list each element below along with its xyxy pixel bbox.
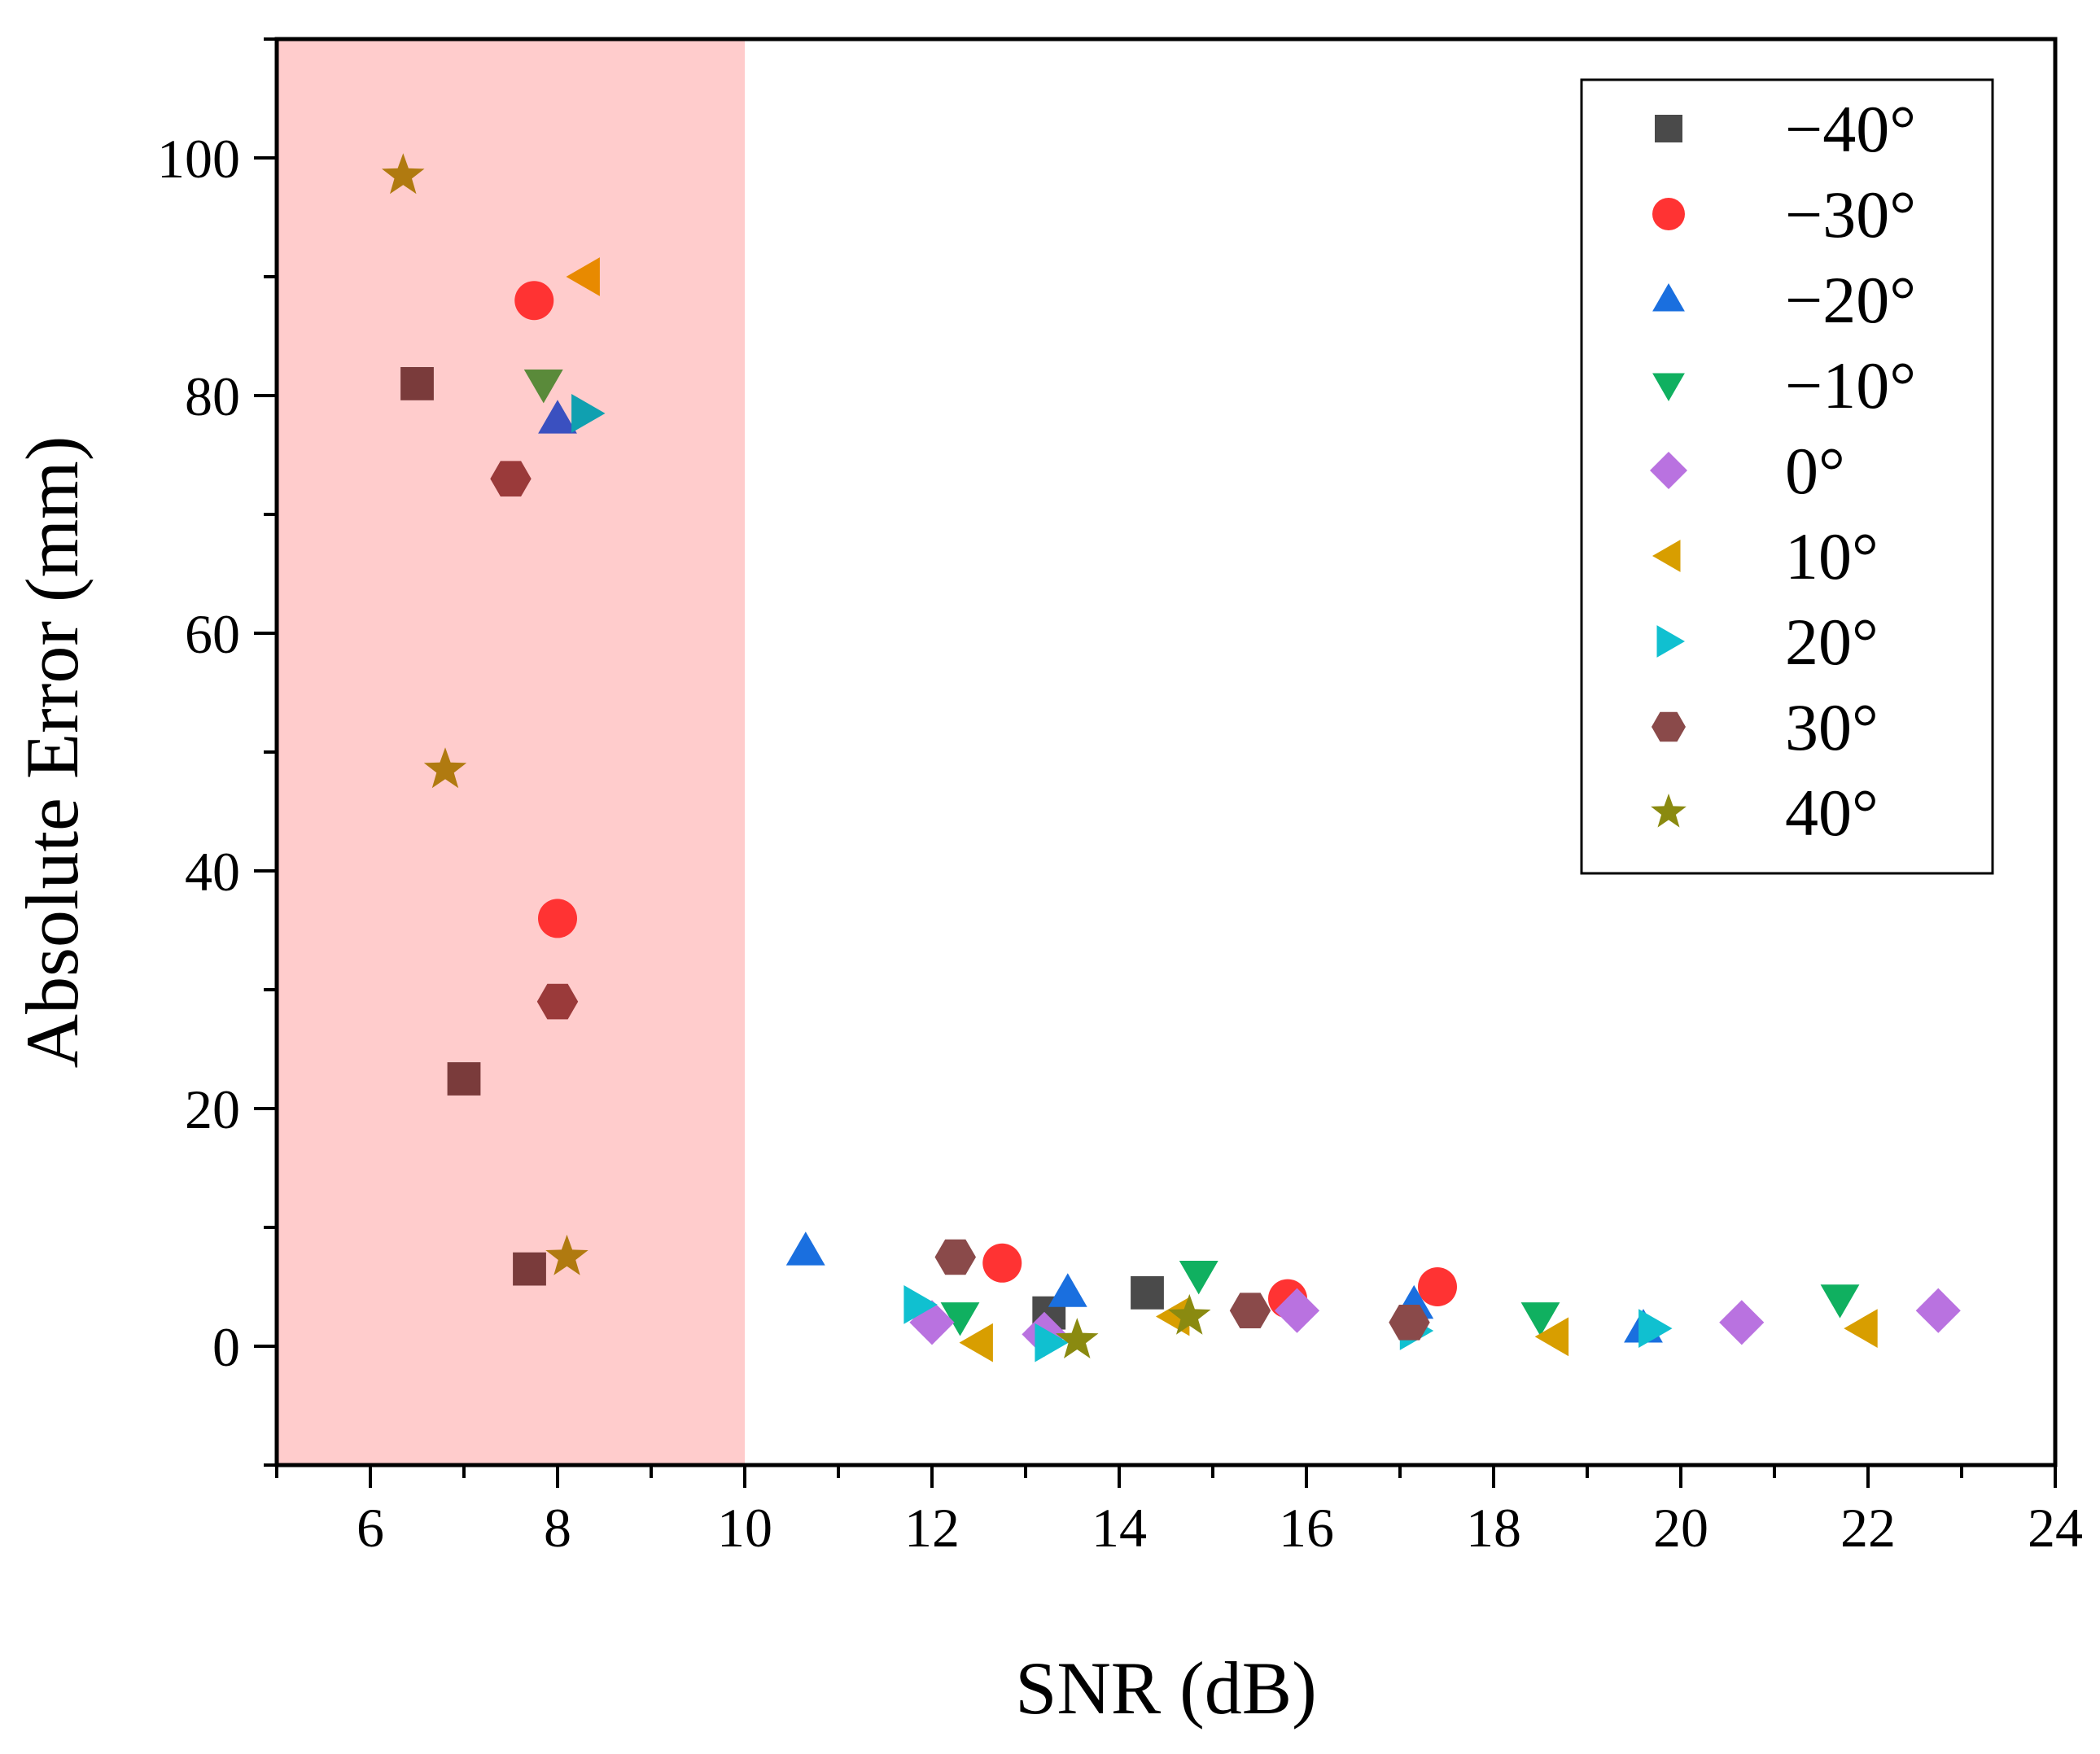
y-tick-label: 100 xyxy=(157,128,240,190)
data-point xyxy=(785,1231,825,1266)
legend-box xyxy=(1580,78,1994,875)
data-point xyxy=(566,257,600,296)
data-point xyxy=(959,1323,993,1363)
data-point xyxy=(1844,1309,1878,1348)
legend-marker xyxy=(1652,711,1686,742)
data-point xyxy=(940,1302,980,1336)
legend-marker xyxy=(1656,625,1685,658)
x-tick-label: 12 xyxy=(904,1497,960,1559)
x-tick-label: 18 xyxy=(1466,1497,1521,1559)
y-tick-label: 80 xyxy=(185,365,240,427)
data-point xyxy=(1131,1275,1164,1310)
legend-label: −40° xyxy=(1785,92,1916,166)
data-point xyxy=(513,1252,546,1286)
legend-label: −20° xyxy=(1785,263,1916,337)
legend-marker xyxy=(1651,794,1687,828)
x-tick-label: 22 xyxy=(1840,1497,1896,1559)
x-tick-label: 8 xyxy=(544,1497,571,1559)
data-point xyxy=(1638,1309,1673,1348)
data-point xyxy=(423,747,467,789)
data-point xyxy=(909,1300,955,1345)
x-tick-label: 14 xyxy=(1092,1497,1147,1559)
legend-marker xyxy=(1655,115,1682,142)
x-tick-label: 20 xyxy=(1653,1497,1708,1559)
legend-label: 20° xyxy=(1785,605,1879,679)
data-point xyxy=(523,370,563,404)
data-point xyxy=(1274,1288,1320,1333)
data-point xyxy=(536,983,579,1020)
data-point xyxy=(1056,1318,1099,1358)
data-point xyxy=(1389,1305,1430,1341)
data-point xyxy=(1534,1317,1569,1357)
data-point xyxy=(1229,1293,1271,1328)
data-point xyxy=(1168,1293,1211,1335)
data-point xyxy=(447,1062,481,1096)
data-point xyxy=(545,1234,588,1275)
data-point xyxy=(1418,1267,1457,1306)
data-point xyxy=(934,1239,976,1275)
legend-marker xyxy=(1652,198,1685,230)
data-point xyxy=(1719,1300,1765,1345)
legend-marker xyxy=(1652,373,1685,401)
data-point xyxy=(490,461,532,496)
x-tick-label: 24 xyxy=(2028,1497,2083,1559)
data-point xyxy=(1048,1273,1087,1307)
series-7 xyxy=(490,461,1430,1341)
low-snr-highlight-region xyxy=(277,39,745,1465)
data-point xyxy=(1820,1284,1860,1319)
y-axis-title: Absolute Error (mm) xyxy=(11,436,94,1069)
x-tick-label: 10 xyxy=(717,1497,772,1559)
data-points xyxy=(382,153,1961,1363)
legend-label: 0° xyxy=(1785,434,1845,508)
legend: −40° −30° −20° −10° 0° 10° 20° 30° 40° xyxy=(1580,78,1994,875)
y-tick-label: 0 xyxy=(212,1316,240,1378)
legend-marker xyxy=(1650,452,1687,489)
y-axis: 0 20 40 60 80 100 xyxy=(157,37,277,1467)
data-point xyxy=(982,1243,1022,1283)
legend-label: 40° xyxy=(1785,776,1879,850)
legend-label: −30° xyxy=(1785,177,1916,252)
legend-marker xyxy=(1652,540,1681,572)
data-point xyxy=(571,394,606,433)
y-tick-label: 60 xyxy=(185,603,240,665)
y-tick-label: 20 xyxy=(185,1078,240,1140)
series-8 xyxy=(382,153,1211,1358)
data-point xyxy=(1520,1302,1560,1336)
data-point xyxy=(382,153,425,195)
data-point xyxy=(903,1285,938,1324)
series-3 xyxy=(523,370,1860,1336)
data-point xyxy=(400,367,434,400)
data-point xyxy=(514,281,554,321)
x-axis-title: SNR (dB) xyxy=(1015,1647,1317,1730)
x-axis: 6 8 10 12 14 16 18 20 22 24 xyxy=(275,1465,2083,1559)
y-tick-label: 40 xyxy=(185,841,240,903)
x-tick-label: 16 xyxy=(1279,1497,1334,1559)
data-point xyxy=(1915,1288,1961,1333)
data-point xyxy=(538,899,577,938)
legend-marker xyxy=(1652,283,1685,312)
legend-label: −10° xyxy=(1785,348,1916,422)
data-point xyxy=(1035,1323,1069,1363)
x-tick-label: 6 xyxy=(357,1497,384,1559)
legend-label: 10° xyxy=(1785,519,1879,593)
legend-label: 30° xyxy=(1785,690,1879,764)
data-point xyxy=(1179,1261,1218,1295)
data-point xyxy=(538,400,577,434)
